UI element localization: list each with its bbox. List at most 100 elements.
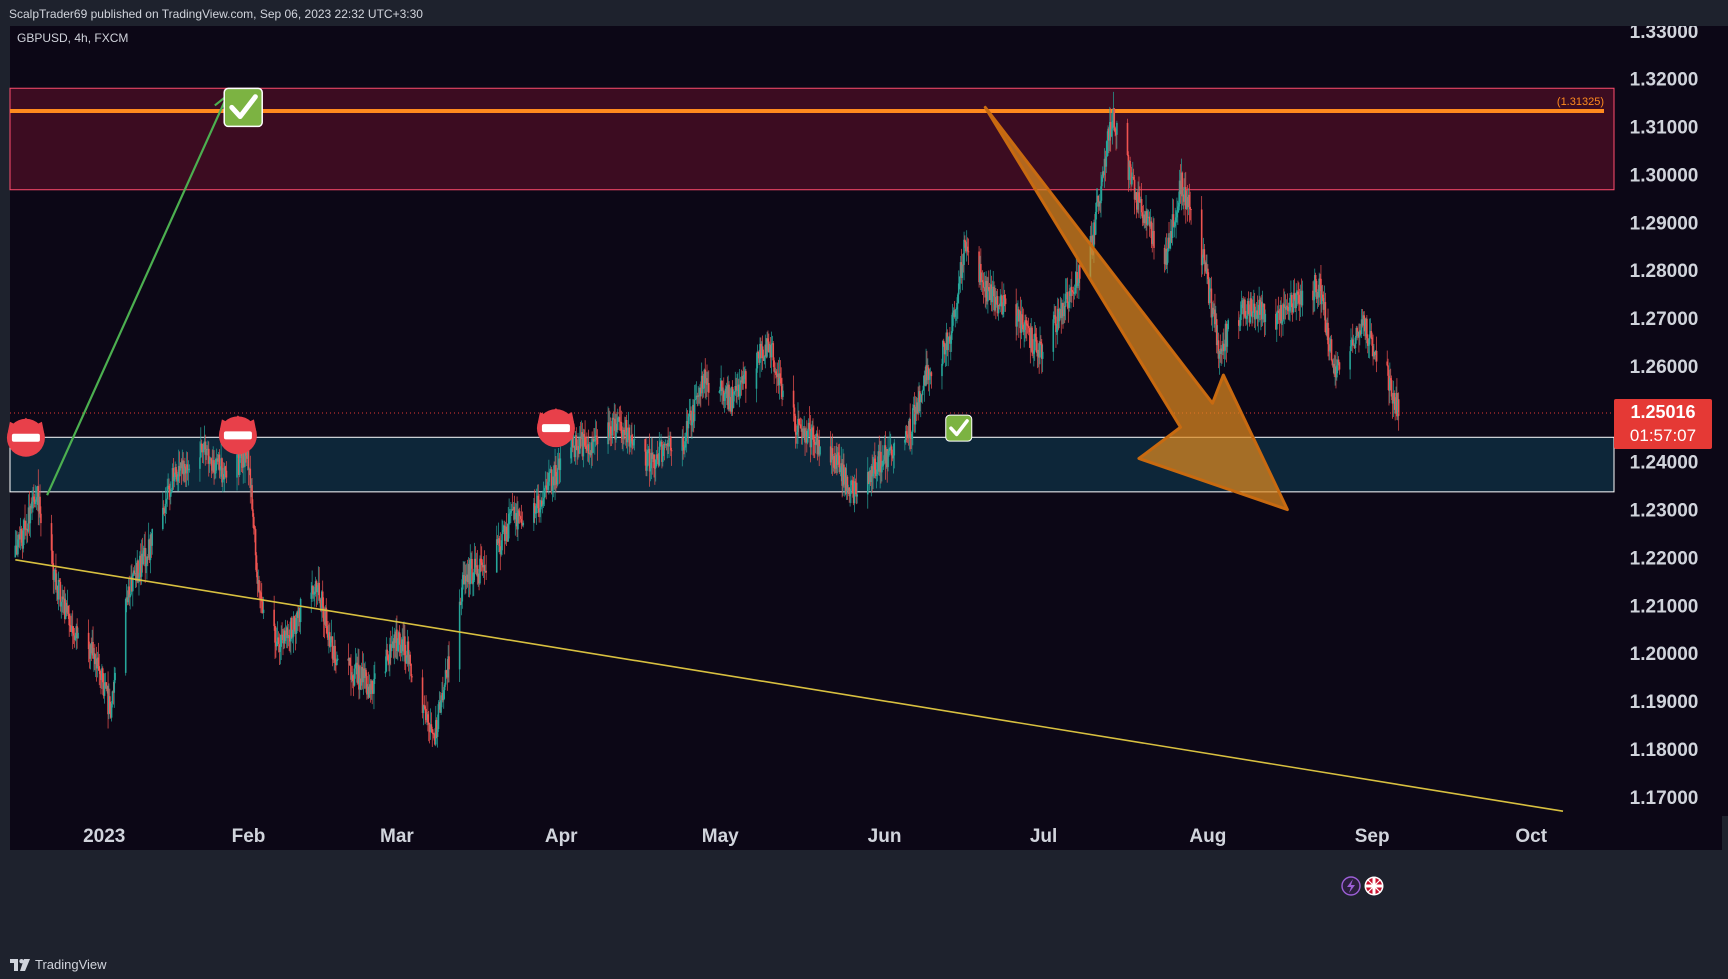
candle-body (20, 528, 23, 543)
candle-body (914, 406, 917, 425)
candle-body (967, 251, 970, 253)
candle-body (874, 469, 877, 476)
candle-body (760, 343, 762, 358)
candle-body (926, 365, 928, 381)
candle-body (1108, 128, 1110, 141)
candle-body (203, 441, 206, 445)
candle-body (1301, 290, 1304, 306)
candle-body (481, 565, 484, 568)
candle-body (698, 395, 700, 397)
candle-body (280, 634, 283, 647)
candle-body (559, 458, 562, 471)
candle-body (1368, 334, 1371, 345)
candle-body (924, 375, 926, 386)
candle-body (468, 563, 471, 585)
candle-body (1222, 343, 1225, 351)
candle-body (253, 528, 256, 530)
candle-body (1060, 308, 1063, 318)
candle-body (886, 448, 889, 468)
candle-body (805, 430, 807, 443)
candle-body (582, 433, 585, 457)
candle-body (844, 468, 846, 485)
time-axis[interactable]: 2023 Feb Mar Apr May Jun Jul Aug Sep Oct (83, 826, 1548, 847)
candle-body (586, 444, 589, 451)
candle-body (840, 463, 843, 468)
candle-body (1261, 307, 1264, 320)
candle-body (1350, 340, 1352, 352)
candle-body (1175, 217, 1177, 223)
candle-body (213, 460, 215, 474)
candle-body (872, 473, 874, 477)
candle-body (1248, 314, 1251, 323)
candle-body (1245, 315, 1248, 319)
candle-body (1185, 197, 1188, 210)
candle-body (763, 356, 766, 361)
candle-body (205, 448, 207, 455)
candle-body (553, 476, 555, 486)
candle-body (585, 445, 587, 450)
price-axis[interactable]: 1.33000 1.32000 1.31000 1.30000 1.29000 1.280… (1630, 22, 1699, 809)
candle-body (722, 390, 725, 401)
candle-body (556, 468, 559, 485)
candle-body (590, 442, 593, 456)
candle-body (666, 443, 669, 445)
candle-body (957, 294, 959, 303)
candle-body (1022, 324, 1025, 332)
candle-body (1328, 350, 1331, 352)
candle-body (1092, 235, 1094, 247)
candle-body (142, 550, 145, 565)
candle-body (699, 387, 701, 397)
candle-body (1255, 310, 1258, 313)
candle-body (183, 463, 185, 475)
candle-body (241, 456, 244, 468)
candle-body (957, 283, 960, 295)
candle-body (1177, 206, 1179, 213)
candle-body (1094, 211, 1097, 235)
candle-body (425, 708, 427, 721)
candle-body (147, 556, 149, 558)
candle-body (812, 427, 814, 440)
candle-body (856, 494, 858, 497)
candle-body (1324, 301, 1327, 333)
candle-body (904, 439, 906, 443)
candle-body (1112, 108, 1115, 121)
candle-body (424, 706, 426, 709)
candle-body (1033, 350, 1035, 354)
candle-body (334, 645, 336, 663)
candle-body (279, 646, 282, 652)
candle-body (693, 399, 696, 422)
candle-body (1148, 216, 1151, 227)
time-tick-label: Apr (545, 826, 578, 847)
candle-body (1141, 212, 1144, 219)
candle-body (470, 558, 472, 560)
candle-body (1127, 154, 1130, 180)
candle-body (1039, 341, 1041, 358)
lightning-event-icon[interactable] (1341, 876, 1361, 896)
uk-flag-icon[interactable] (1364, 876, 1384, 896)
candle-body (1063, 306, 1065, 317)
candle-body (548, 472, 550, 482)
candle-body (14, 545, 17, 558)
candle-body (1210, 288, 1213, 318)
candle-body (77, 632, 79, 639)
candle-body (293, 616, 296, 630)
candle-body (236, 454, 238, 478)
candle-body (291, 617, 293, 638)
price-chart[interactable]: 1.33000 1.32000 1.31000 1.30000 1.29000 1.280… (0, 22, 1728, 951)
candle-body (1240, 304, 1243, 315)
tradingview-brand[interactable]: TradingView (10, 951, 107, 979)
chart-frame[interactable]: 1.33000 1.32000 1.31000 1.30000 1.29000 1.280… (0, 22, 1728, 951)
candle-body (913, 404, 916, 425)
candle-body (336, 659, 338, 666)
candle-body (917, 402, 919, 414)
candle-body (181, 460, 184, 469)
candle-body (1245, 316, 1247, 319)
candle-body (738, 384, 741, 397)
candle-body (620, 421, 623, 434)
candle-body (1321, 294, 1324, 298)
candle-body (745, 371, 747, 389)
candle-body (1069, 291, 1071, 297)
candle-body (724, 388, 727, 394)
candle-body (520, 518, 523, 524)
candle-body (982, 282, 985, 288)
